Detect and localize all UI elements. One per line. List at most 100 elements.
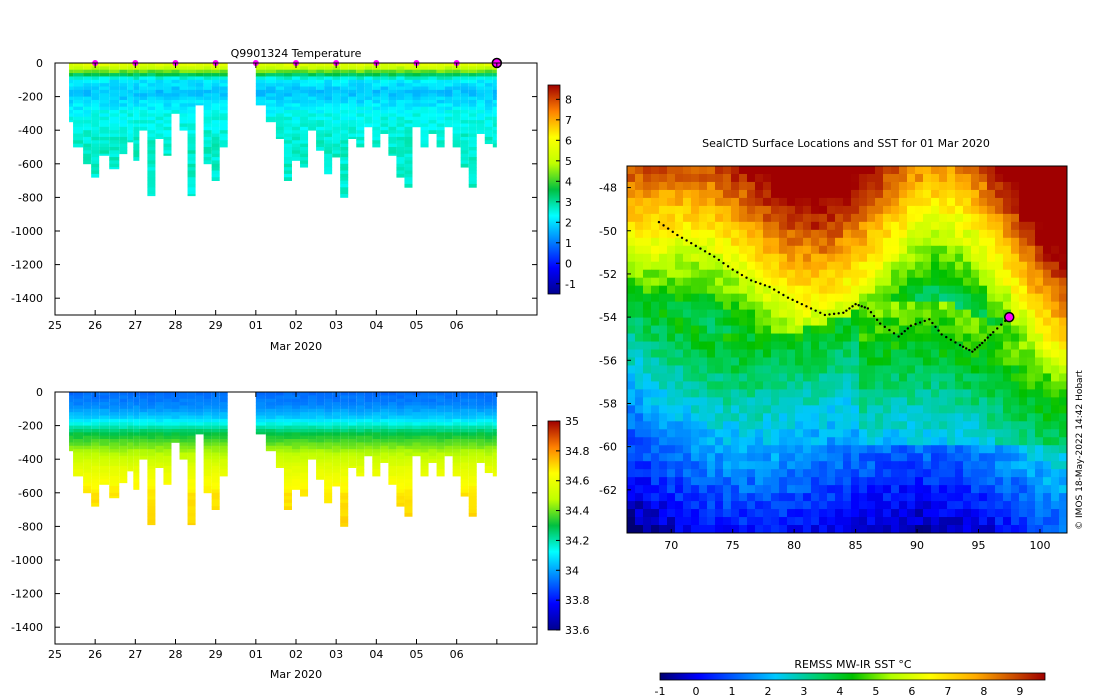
section-cell (324, 130, 332, 134)
section-cell (485, 140, 493, 144)
section-cell (461, 449, 469, 453)
sst-cell (1051, 357, 1060, 365)
section-cell (220, 127, 228, 131)
section-cell (133, 93, 139, 97)
section-cell (364, 452, 372, 456)
section-cell (180, 103, 188, 107)
sst-cell (659, 238, 668, 246)
section-cell (119, 395, 127, 399)
section-cell (292, 134, 300, 138)
section-cell (316, 123, 324, 127)
sst-cell (763, 421, 772, 429)
section-cell (300, 463, 308, 467)
section-cell (324, 97, 332, 101)
section-cell (332, 473, 340, 477)
section-cell (188, 144, 196, 148)
sst-cell (699, 182, 708, 190)
section-cell (461, 97, 469, 101)
section-cell (256, 103, 266, 105)
sst-cell (811, 373, 820, 381)
section-cell (421, 442, 429, 446)
section-cell (284, 63, 292, 67)
sst-cell (1059, 294, 1068, 302)
sst-cell (1011, 278, 1020, 286)
section-cell (445, 452, 453, 456)
section-cell (99, 459, 109, 463)
section-cell (388, 392, 396, 396)
section-cell (119, 405, 127, 409)
sst-cell (747, 405, 756, 413)
sst-cell (987, 429, 996, 437)
section-cell (340, 489, 348, 493)
sst-cell (1035, 222, 1044, 230)
sst-cell (1035, 278, 1044, 286)
sst-cell (659, 342, 668, 350)
sst-cell (819, 389, 828, 397)
sst-cell (835, 302, 844, 310)
section-cell (284, 120, 292, 124)
sst-cell (627, 477, 636, 485)
section-cell (266, 439, 276, 443)
section-cell (340, 194, 348, 198)
sst-cell (915, 469, 924, 477)
section-cell (99, 395, 109, 399)
sst-cell (995, 214, 1004, 222)
section-cell (421, 117, 429, 121)
sst-cell (955, 445, 964, 453)
sst-cell (779, 254, 788, 262)
section-cell (163, 144, 171, 148)
sst-cell (819, 326, 828, 334)
sst-cell (723, 318, 732, 326)
sst-cell (979, 302, 988, 310)
sst-cell (899, 214, 908, 222)
sst-cell (763, 190, 772, 198)
sst-cell (947, 437, 956, 445)
section-cell (396, 496, 404, 500)
section-cell (493, 113, 497, 117)
section-cell (171, 70, 179, 74)
section-cell (469, 392, 477, 396)
sst-cell (1019, 174, 1028, 182)
sst-cell (635, 166, 644, 174)
sst-cell (1035, 238, 1044, 246)
sst-cell (715, 381, 724, 389)
section-cell (461, 144, 469, 148)
sst-cell (843, 453, 852, 461)
section-cell (69, 399, 73, 403)
section-cell (292, 154, 300, 158)
section-cell (372, 80, 380, 84)
sst-cell (699, 286, 708, 294)
section-cell (453, 432, 461, 436)
section-cell (493, 446, 497, 450)
sst-cell (891, 310, 900, 318)
section-cell (469, 127, 477, 131)
sst-cell (1059, 357, 1068, 365)
sst-cell (1051, 350, 1060, 358)
section-cell (404, 66, 412, 70)
section-cell (163, 83, 171, 87)
sst-cell (659, 190, 668, 198)
section-cell (332, 429, 340, 433)
sst-cell (1059, 334, 1068, 342)
section-cell (356, 409, 364, 413)
section-cell (388, 150, 396, 154)
sst-cell (683, 342, 692, 350)
section-cell (256, 87, 266, 91)
section-cell (421, 429, 429, 433)
sst-cell (827, 238, 836, 246)
section-cell (356, 70, 364, 74)
sst-cell (859, 445, 868, 453)
section-cell (204, 399, 212, 403)
section-cell (91, 432, 99, 436)
section-cell (155, 422, 163, 426)
sst-cell (691, 278, 700, 286)
section-cell (139, 416, 147, 420)
sst-cell (787, 365, 796, 373)
section-cell (300, 429, 308, 433)
section-cell (477, 416, 485, 420)
section-cell (340, 171, 348, 175)
section-cell (91, 130, 99, 134)
section-cell (180, 120, 188, 124)
section-cell (364, 412, 372, 416)
sst-cell (899, 238, 908, 246)
